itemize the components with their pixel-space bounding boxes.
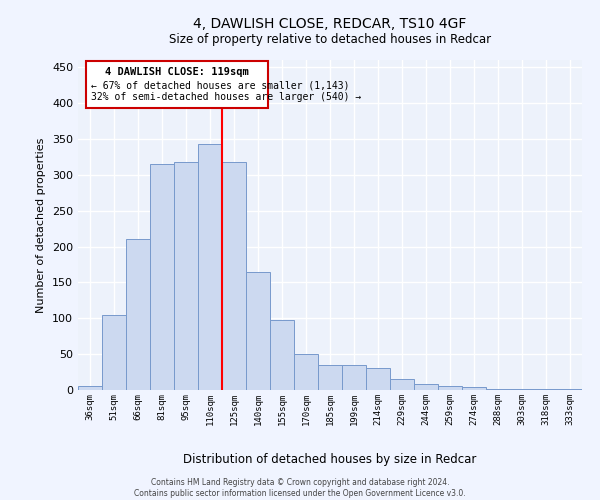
Bar — [318, 365, 342, 390]
Bar — [222, 162, 246, 390]
Bar — [174, 162, 198, 390]
Text: ← 67% of detached houses are smaller (1,143): ← 67% of detached houses are smaller (1,… — [91, 80, 350, 90]
Text: Distribution of detached houses by size in Redcar: Distribution of detached houses by size … — [184, 452, 476, 466]
Bar — [462, 387, 486, 390]
Bar — [414, 384, 438, 390]
Text: 32% of semi-detached houses are larger (540) →: 32% of semi-detached houses are larger (… — [91, 92, 361, 102]
Text: Contains HM Land Registry data © Crown copyright and database right 2024.
Contai: Contains HM Land Registry data © Crown c… — [134, 478, 466, 498]
Bar — [294, 354, 318, 390]
Bar — [126, 240, 150, 390]
Bar — [342, 365, 366, 390]
FancyBboxPatch shape — [86, 62, 268, 108]
Bar — [198, 144, 222, 390]
Text: 4 DAWLISH CLOSE: 119sqm: 4 DAWLISH CLOSE: 119sqm — [105, 67, 249, 77]
Text: 4, DAWLISH CLOSE, REDCAR, TS10 4GF: 4, DAWLISH CLOSE, REDCAR, TS10 4GF — [193, 18, 467, 32]
Text: Size of property relative to detached houses in Redcar: Size of property relative to detached ho… — [169, 32, 491, 46]
Bar — [102, 314, 126, 390]
Bar — [270, 320, 294, 390]
Bar — [486, 388, 510, 390]
Bar — [78, 386, 102, 390]
Bar — [246, 272, 270, 390]
Bar — [390, 379, 414, 390]
Y-axis label: Number of detached properties: Number of detached properties — [37, 138, 46, 312]
Bar — [150, 164, 174, 390]
Bar — [366, 368, 390, 390]
Bar — [438, 386, 462, 390]
